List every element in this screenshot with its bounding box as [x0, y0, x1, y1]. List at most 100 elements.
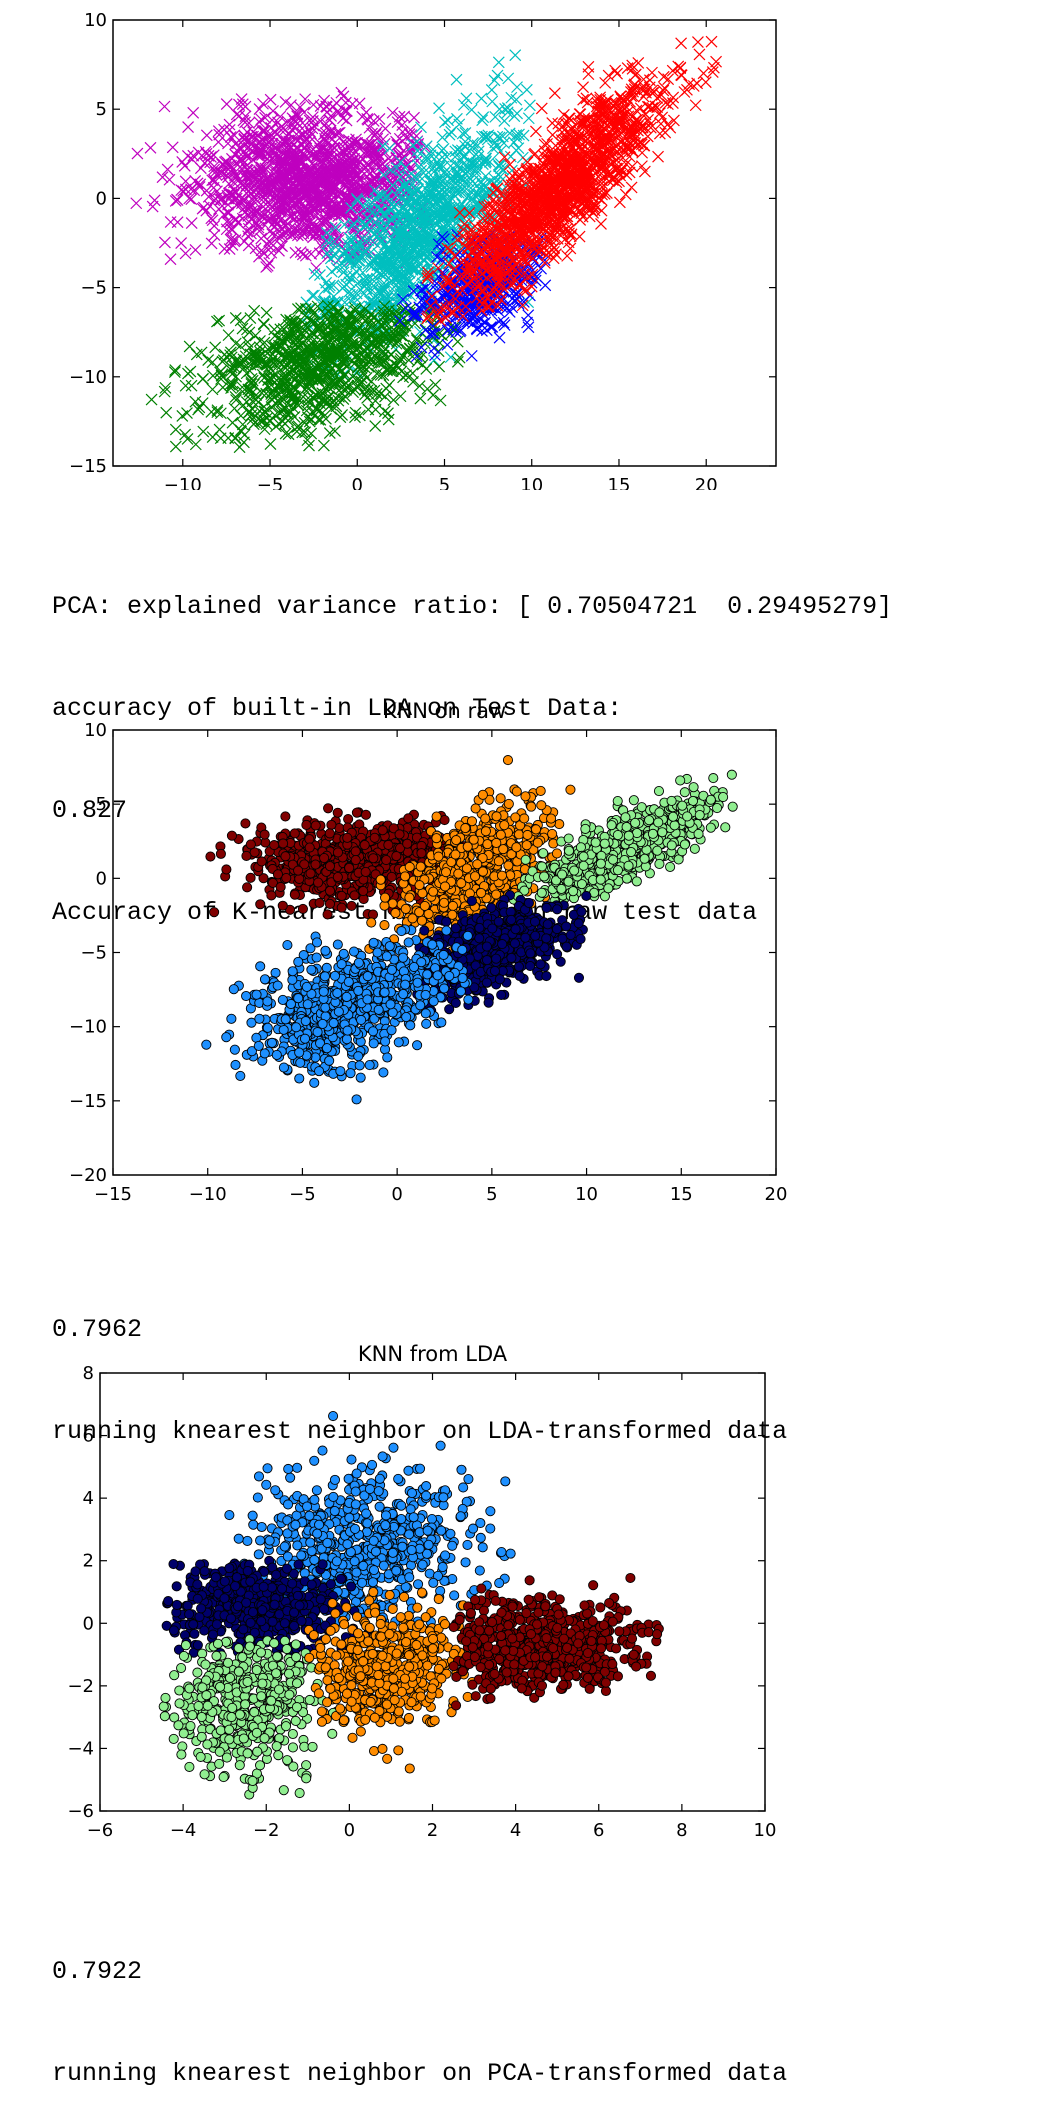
point: [329, 221, 342, 234]
point: [177, 185, 190, 197]
point: [163, 173, 176, 186]
point: [317, 156, 330, 169]
point: [656, 111, 669, 124]
point: [205, 237, 218, 250]
point: [675, 37, 688, 50]
point: [613, 196, 626, 209]
point: [220, 98, 233, 110]
point: [347, 165, 360, 178]
point: [211, 185, 223, 198]
point: [263, 257, 276, 269]
point: [233, 109, 246, 122]
point: [238, 129, 251, 142]
point: [444, 351, 457, 364]
point: [193, 181, 206, 193]
point: [442, 114, 454, 127]
point: [649, 100, 662, 113]
point: [317, 439, 330, 452]
point: [626, 145, 639, 158]
series-3: [145, 299, 466, 454]
point: [194, 178, 207, 191]
point: [345, 202, 358, 214]
point: [285, 163, 298, 176]
point: [179, 247, 192, 260]
point: [451, 144, 464, 157]
point: [156, 171, 169, 184]
point: [161, 163, 174, 176]
point: [321, 180, 334, 193]
point: [317, 199, 329, 212]
point: [296, 117, 309, 129]
point: [522, 112, 535, 125]
point: [485, 84, 498, 96]
point: [383, 142, 396, 155]
point: [253, 143, 266, 156]
point: [370, 192, 382, 205]
point: [169, 364, 182, 376]
point: [185, 217, 198, 229]
point: [144, 141, 157, 154]
point: [223, 118, 236, 131]
point: [492, 56, 505, 69]
point: [187, 106, 200, 119]
point: [206, 214, 219, 227]
point: [629, 68, 642, 81]
point: [433, 161, 446, 174]
point: [335, 86, 348, 99]
point: [260, 163, 273, 176]
point: [312, 169, 325, 182]
point: [257, 195, 270, 208]
point: [278, 124, 291, 137]
point: [289, 246, 302, 259]
point: [371, 367, 383, 380]
point: [453, 351, 466, 364]
point: [692, 36, 704, 48]
point: [164, 253, 177, 266]
point: [272, 231, 284, 243]
point: [223, 187, 235, 200]
point: [361, 176, 374, 188]
point: [368, 149, 381, 162]
point: [354, 150, 367, 163]
point: [274, 155, 287, 167]
point: [505, 91, 518, 104]
point: [234, 314, 247, 327]
point: [164, 216, 177, 228]
point: [238, 156, 251, 169]
point: [240, 163, 253, 176]
point: [657, 70, 670, 83]
point: [478, 130, 491, 143]
point: [158, 236, 171, 249]
point: [208, 229, 221, 241]
point: [433, 360, 446, 373]
point: [332, 127, 345, 139]
point: [231, 216, 244, 229]
point: [414, 351, 427, 364]
point: [182, 121, 195, 133]
point: [267, 145, 280, 157]
point: [291, 171, 304, 184]
point: [705, 35, 718, 48]
point: [390, 162, 403, 174]
point: [209, 165, 222, 178]
point: [218, 156, 231, 169]
point: [420, 140, 433, 153]
point: [399, 159, 412, 172]
point: [324, 252, 337, 265]
point: [413, 160, 426, 173]
point: [189, 175, 202, 187]
point: [181, 433, 194, 445]
point: [200, 129, 213, 142]
point: [299, 181, 312, 194]
series-5: [421, 35, 722, 327]
point: [465, 103, 478, 116]
point: [341, 154, 354, 166]
point: [345, 145, 358, 158]
point: [259, 111, 271, 124]
point: [434, 314, 447, 327]
point: [356, 110, 369, 123]
point: [176, 409, 189, 422]
point: [206, 356, 219, 369]
point: [411, 150, 424, 163]
point: [636, 146, 649, 159]
